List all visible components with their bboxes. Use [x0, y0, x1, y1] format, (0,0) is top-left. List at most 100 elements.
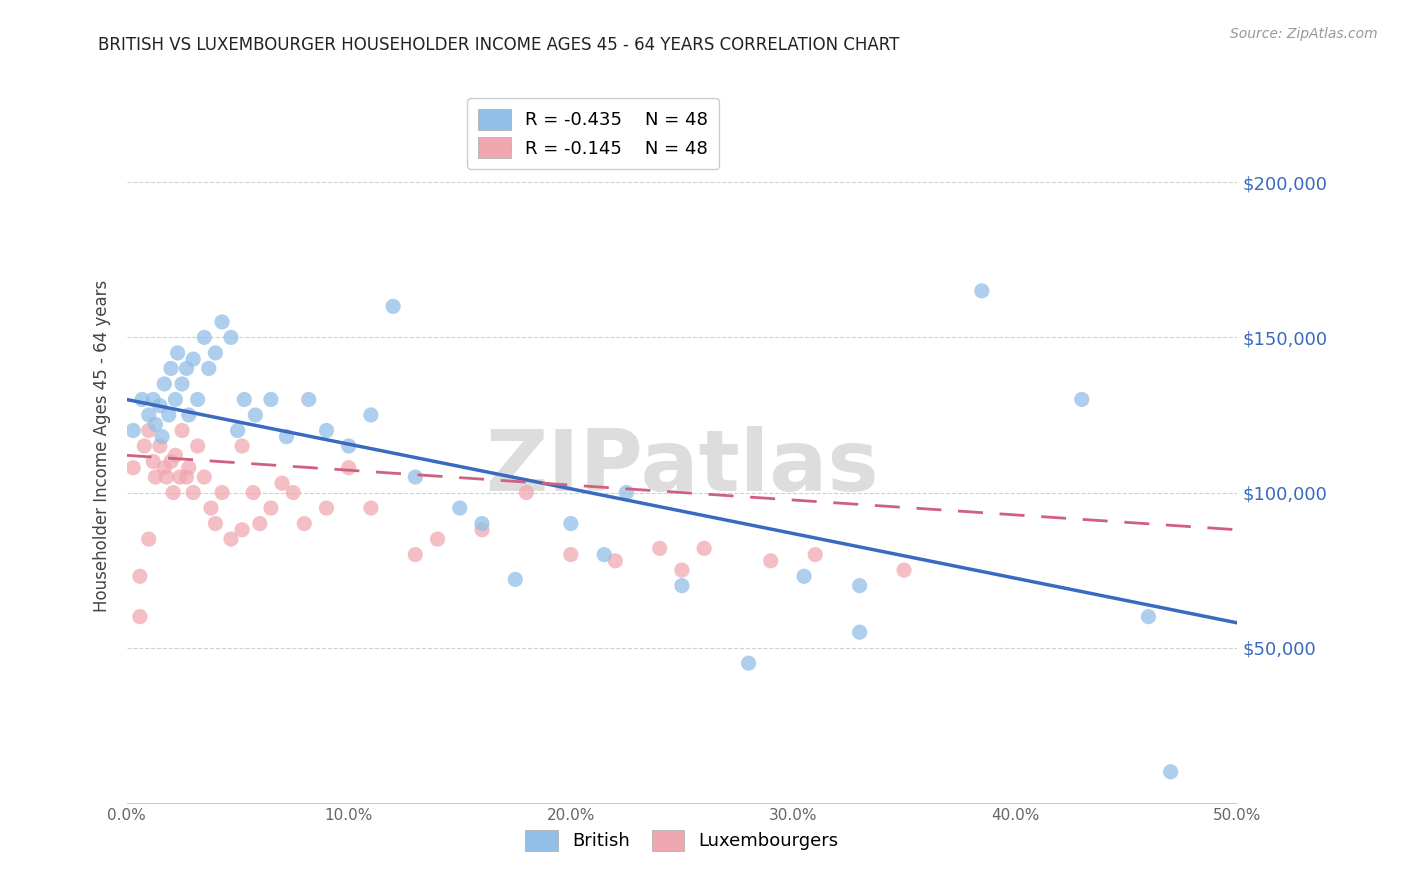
- Point: [360, 501, 382, 516]
- Point: [172, 424, 194, 438]
- Point: [204, 346, 226, 360]
- Point: [242, 485, 264, 500]
- Point: [153, 376, 176, 391]
- Point: [605, 554, 627, 568]
- Point: [145, 417, 167, 432]
- Point: [128, 609, 150, 624]
- Point: [260, 392, 283, 407]
- Point: [616, 485, 638, 500]
- Point: [177, 408, 200, 422]
- Point: [249, 516, 271, 531]
- Point: [219, 532, 242, 546]
- Point: [131, 392, 153, 407]
- Point: [671, 579, 693, 593]
- Point: [193, 470, 215, 484]
- Point: [560, 516, 582, 531]
- Point: [193, 330, 215, 344]
- Point: [172, 376, 194, 391]
- Point: [145, 470, 167, 484]
- Point: [211, 315, 233, 329]
- Point: [165, 392, 187, 407]
- Point: [471, 516, 494, 531]
- Point: [200, 501, 222, 516]
- Point: [893, 563, 915, 577]
- Point: [197, 361, 219, 376]
- Point: [515, 485, 537, 500]
- Point: [176, 361, 198, 376]
- Point: [1137, 609, 1160, 624]
- Point: [759, 554, 782, 568]
- Legend: British, Luxembourgers: British, Luxembourgers: [517, 822, 846, 858]
- Point: [449, 501, 471, 516]
- Point: [157, 408, 180, 422]
- Point: [134, 439, 156, 453]
- Point: [804, 548, 827, 562]
- Text: BRITISH VS LUXEMBOURGER HOUSEHOLDER INCOME AGES 45 - 64 YEARS CORRELATION CHART: BRITISH VS LUXEMBOURGER HOUSEHOLDER INCO…: [98, 36, 900, 54]
- Point: [138, 408, 160, 422]
- Point: [1160, 764, 1182, 779]
- Point: [162, 485, 184, 500]
- Point: [671, 563, 693, 577]
- Point: [281, 485, 304, 500]
- Point: [471, 523, 494, 537]
- Point: [149, 399, 172, 413]
- Point: [648, 541, 671, 556]
- Point: [404, 470, 426, 484]
- Point: [292, 516, 315, 531]
- Point: [187, 439, 209, 453]
- Point: [1070, 392, 1092, 407]
- Point: [149, 439, 172, 453]
- Point: [160, 361, 183, 376]
- Text: ZIPatlas: ZIPatlas: [485, 425, 879, 509]
- Point: [233, 392, 256, 407]
- Point: [737, 656, 759, 670]
- Point: [848, 625, 870, 640]
- Point: [593, 548, 616, 562]
- Point: [211, 485, 233, 500]
- Point: [360, 408, 382, 422]
- Point: [245, 408, 267, 422]
- Point: [315, 501, 337, 516]
- Point: [337, 439, 360, 453]
- Point: [122, 424, 145, 438]
- Point: [315, 424, 337, 438]
- Point: [426, 532, 449, 546]
- Point: [187, 392, 209, 407]
- Point: [166, 346, 188, 360]
- Point: [503, 573, 526, 587]
- Point: [177, 460, 200, 475]
- Point: [138, 424, 160, 438]
- Point: [298, 392, 321, 407]
- Point: [150, 430, 173, 444]
- Point: [848, 579, 870, 593]
- Point: [138, 532, 160, 546]
- Point: [153, 460, 176, 475]
- Point: [122, 460, 145, 475]
- Point: [382, 299, 405, 313]
- Point: [176, 470, 198, 484]
- Text: Source: ZipAtlas.com: Source: ZipAtlas.com: [1230, 27, 1378, 41]
- Point: [693, 541, 716, 556]
- Point: [337, 460, 360, 475]
- Point: [560, 548, 582, 562]
- Point: [128, 569, 150, 583]
- Point: [181, 485, 204, 500]
- Point: [226, 424, 249, 438]
- Point: [970, 284, 993, 298]
- Point: [165, 448, 187, 462]
- Point: [271, 476, 294, 491]
- Point: [260, 501, 283, 516]
- Point: [142, 454, 165, 468]
- Point: [160, 454, 183, 468]
- Point: [276, 430, 298, 444]
- Point: [181, 352, 204, 367]
- Y-axis label: Householder Income Ages 45 - 64 years: Householder Income Ages 45 - 64 years: [93, 280, 111, 612]
- Point: [142, 392, 165, 407]
- Point: [793, 569, 815, 583]
- Point: [231, 523, 253, 537]
- Point: [404, 548, 426, 562]
- Point: [219, 330, 242, 344]
- Point: [169, 470, 191, 484]
- Point: [155, 470, 177, 484]
- Point: [204, 516, 226, 531]
